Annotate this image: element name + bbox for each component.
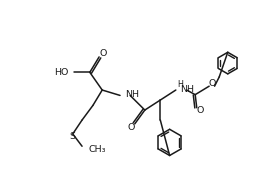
Text: NH: NH (181, 85, 194, 94)
Text: O: O (99, 49, 107, 58)
Text: S: S (69, 132, 75, 141)
Text: O: O (209, 79, 216, 88)
Text: CH₃: CH₃ (88, 145, 106, 154)
Text: H: H (177, 80, 183, 89)
Text: O: O (127, 123, 135, 132)
Text: NH: NH (125, 90, 139, 99)
Text: O: O (197, 106, 204, 115)
Text: HO: HO (54, 68, 69, 77)
